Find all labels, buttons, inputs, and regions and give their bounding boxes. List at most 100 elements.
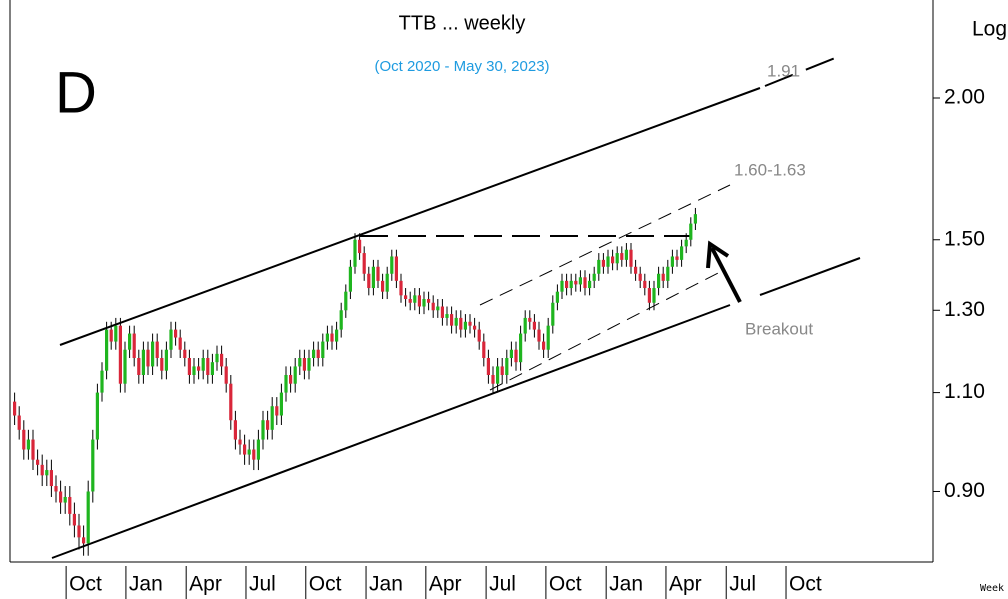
candle-body [431,302,435,311]
candle-body [528,317,532,322]
candle-body [141,349,145,375]
candle-body [187,357,191,375]
candle-body [353,239,357,267]
candle-body [137,357,141,375]
candle-body [197,366,201,371]
candle-body [164,349,168,371]
candle-body [597,259,601,274]
y-tick-label: 0.90 [944,479,985,502]
x-tick-label: Oct [789,573,822,596]
inner-channel-upper [479,184,731,306]
candle-body [229,383,233,421]
candle-body [348,266,352,292]
candle-body [243,444,247,455]
candle-body [578,277,582,285]
candle-body [408,299,412,303]
chart-title: TTB ... weekly [399,12,526,34]
candle-body [615,253,619,264]
candle-body [404,295,408,300]
y-tick-label: 1.10 [944,380,985,403]
candle-body [574,280,578,285]
candle-body [505,357,509,375]
candle-body [523,317,527,334]
candle-body [537,329,541,342]
candle-body [77,525,81,538]
candle-body [583,277,587,289]
candle-body [509,349,513,358]
lower-channel [51,304,731,559]
candle-body [123,349,127,384]
candle-body [436,306,440,311]
candle-body [427,299,431,303]
candle-body [82,537,86,544]
candle-body [445,314,449,318]
arrow-shaft [710,247,742,303]
candle-body [151,341,155,367]
candle-body [611,256,615,264]
candle-body [284,374,288,393]
candle-body [49,470,53,487]
candle-body [45,470,49,476]
candle-body [68,496,72,514]
candle-body [31,439,35,460]
candle-body [371,266,375,289]
y-tick-label: 2.00 [944,86,985,109]
candle-body [555,291,559,303]
upper-channel-extension [764,55,841,87]
panel-letter: D [55,60,97,125]
x-tick-label: Jul [249,573,276,596]
candle-body [647,288,651,303]
candle-body [394,256,398,281]
candle-body [330,333,334,342]
candle-body [178,337,182,350]
arrow-head [706,240,730,269]
x-tick-label: Jan [369,573,403,596]
candle-body [491,374,495,384]
candle-body [440,306,444,318]
candle-body [482,341,486,358]
x-tick-label: Jan [609,573,643,596]
candle-body [629,249,633,267]
candle-body [514,349,518,363]
candle-body [693,214,697,224]
candle-body [54,486,58,492]
candle-body [551,302,555,326]
trend-lines [51,55,861,559]
candle-body [201,357,205,371]
candle-body [362,253,366,274]
candle-body [339,310,343,330]
candle-body [666,266,670,281]
x-tick-label: Apr [669,573,702,596]
candle-body [376,266,380,281]
x-tick-label: Apr [189,573,222,596]
candle-body [634,266,638,274]
x-tick-label: Jul [489,573,516,596]
candle-body [325,333,329,342]
candle-body [95,392,99,440]
candle-body [661,273,665,281]
x-tick-label: Oct [69,573,102,596]
candle-body [335,329,339,342]
candle-body [86,491,90,544]
candle-body [275,406,279,416]
candle-body [206,357,210,375]
candle-body [293,366,297,384]
candle-body [302,357,306,371]
candle-body [238,439,242,445]
candle-body [192,366,196,375]
candle-body [546,325,550,350]
footer-label: Week [980,583,1004,594]
candle-body [657,273,661,289]
candle-body [36,459,40,465]
candle-body [417,295,421,307]
candle-body [40,464,44,476]
candle-body [13,401,17,416]
x-tick-label: Jan [129,573,163,596]
x-tick-label: Oct [309,573,342,596]
candle-body [109,329,113,342]
candle-body [128,333,132,350]
candle-body [367,273,371,289]
candle-body [233,420,237,440]
